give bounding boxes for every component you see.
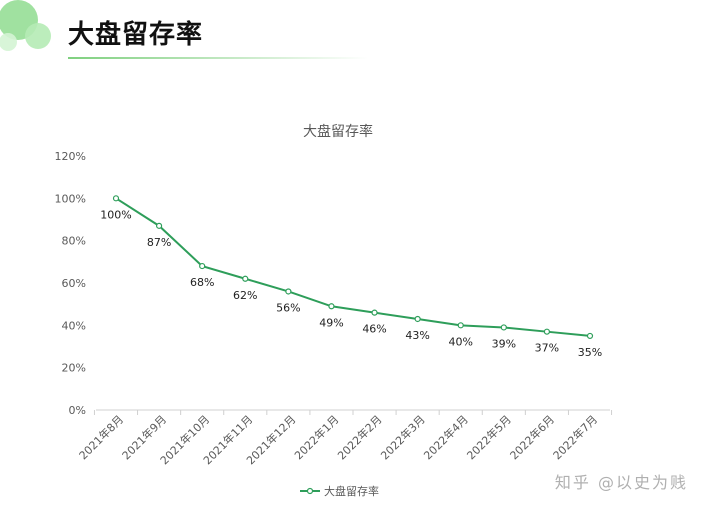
- data-point: [414, 315, 421, 323]
- page-title: 大盘留存率: [68, 20, 204, 50]
- data-point: [371, 309, 378, 316]
- legend[interactable]: 大盘留存率: [300, 484, 379, 498]
- legend-label: 大盘留存率: [324, 484, 379, 498]
- x-tick-label: 2022年3月: [378, 412, 428, 462]
- data-point: [155, 222, 163, 229]
- x-tick-label: 2022年5月: [464, 412, 514, 462]
- data-point: [543, 328, 551, 335]
- data-point: [457, 322, 464, 329]
- data-label: 39%: [492, 337, 516, 350]
- data-label: 87%: [147, 236, 171, 249]
- data-label: 40%: [449, 335, 473, 348]
- y-tick-label: 40%: [62, 319, 86, 332]
- data-point: [500, 324, 507, 331]
- decorative-bubbles-icon: [0, 0, 51, 51]
- x-tick-label: 2022年6月: [507, 412, 557, 462]
- x-axis-ticks: 2021年8月2021年9月2021年10月2021年11月2021年12月20…: [76, 410, 613, 467]
- data-label: 49%: [319, 316, 343, 329]
- x-tick-label: 2021年8月: [76, 412, 126, 462]
- data-label: 46%: [362, 323, 386, 336]
- data-point: [242, 275, 249, 282]
- data-label: 35%: [578, 346, 602, 359]
- data-point: [328, 303, 335, 310]
- y-tick-label: 60%: [62, 277, 86, 290]
- y-tick-label: 20%: [62, 362, 86, 375]
- legend-marker: [306, 487, 314, 495]
- data-label: 56%: [276, 301, 300, 314]
- chart-title: 大盘留存率: [303, 123, 373, 140]
- y-tick-label: 120%: [55, 150, 86, 163]
- data-label: 68%: [190, 276, 214, 289]
- x-tick-label: 2022年1月: [291, 412, 341, 462]
- x-tick-label: 2022年4月: [421, 412, 471, 462]
- data-label: 100%: [100, 208, 131, 221]
- y-tick-label: 100%: [55, 192, 86, 205]
- data-label: 37%: [535, 342, 559, 355]
- x-tick-label: 2022年7月: [550, 412, 600, 462]
- data-point: [285, 288, 292, 295]
- y-tick-label: 80%: [62, 235, 86, 248]
- x-tick-label: 2022年2月: [334, 412, 384, 462]
- watermark: 知乎 @以史为贱: [554, 473, 688, 492]
- y-tick-label: 0%: [69, 404, 86, 417]
- data-point: [586, 332, 594, 340]
- title-divider: [68, 57, 368, 59]
- data-labels: 100% 87% 68% 62% 56% 49% 46% 43% 40% 39% 37% 35%: [100, 208, 602, 359]
- data-point: [199, 262, 206, 270]
- y-axis-ticks: 0% 20% 40% 60% 80% 100% 120%: [55, 150, 86, 417]
- data-label: 43%: [405, 329, 429, 342]
- series-line: [115, 197, 591, 337]
- data-point: [112, 195, 120, 202]
- data-label: 62%: [233, 289, 257, 302]
- series-group: [112, 195, 594, 340]
